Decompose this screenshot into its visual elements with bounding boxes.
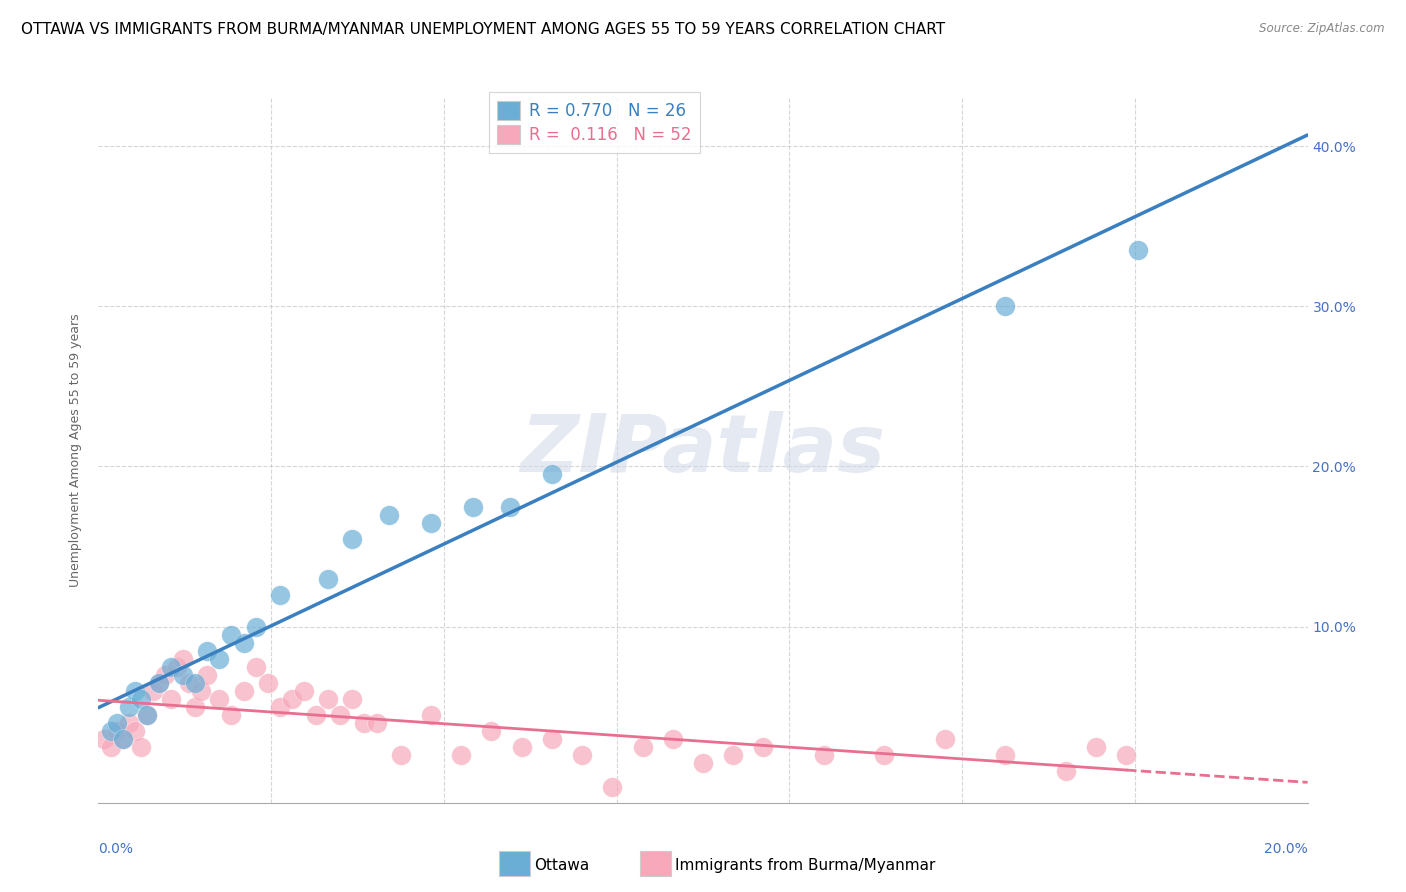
Point <box>994 747 1017 762</box>
Point <box>221 707 243 722</box>
Point <box>195 667 218 681</box>
Point <box>292 683 315 698</box>
Point <box>510 739 533 754</box>
Text: OTTAWA VS IMMIGRANTS FROM BURMA/MYANMAR UNEMPLOYMENT AMONG AGES 55 TO 59 YEARS C: OTTAWA VS IMMIGRANTS FROM BURMA/MYANMAR … <box>21 22 945 37</box>
Point <box>118 699 141 714</box>
Point <box>269 699 291 714</box>
Point <box>463 500 485 514</box>
Point <box>160 691 183 706</box>
Point <box>148 675 170 690</box>
Point <box>232 635 254 649</box>
Point <box>135 707 157 722</box>
Point <box>342 691 364 706</box>
Point <box>93 731 115 746</box>
Point <box>129 739 152 754</box>
Point <box>450 747 472 762</box>
Point <box>148 675 170 690</box>
Point <box>129 691 152 706</box>
Point <box>1054 764 1077 778</box>
Point <box>661 731 683 746</box>
Point <box>172 651 194 665</box>
Point <box>934 731 956 746</box>
Point <box>111 731 134 746</box>
Point <box>540 731 562 746</box>
Y-axis label: Unemployment Among Ages 55 to 59 years: Unemployment Among Ages 55 to 59 years <box>69 314 83 587</box>
Point <box>498 500 520 514</box>
Point <box>105 723 128 738</box>
Point <box>329 707 352 722</box>
Point <box>481 723 503 738</box>
Point <box>602 780 624 794</box>
Point <box>208 691 231 706</box>
Point <box>100 723 122 738</box>
Point <box>366 715 388 730</box>
Point <box>723 747 745 762</box>
Point <box>389 747 412 762</box>
Point <box>1085 739 1108 754</box>
Point <box>100 739 122 754</box>
Text: Source: ZipAtlas.com: Source: ZipAtlas.com <box>1260 22 1385 36</box>
Point <box>153 667 176 681</box>
Point <box>752 739 775 754</box>
Point <box>221 627 243 641</box>
Point <box>111 731 134 746</box>
Point <box>195 643 218 657</box>
Point <box>269 588 291 602</box>
Text: Immigrants from Burma/Myanmar: Immigrants from Burma/Myanmar <box>675 858 935 872</box>
Point <box>135 707 157 722</box>
Point <box>540 467 562 482</box>
Point <box>184 675 207 690</box>
Point <box>342 532 364 546</box>
Point <box>232 683 254 698</box>
Point <box>245 659 267 673</box>
Point <box>105 715 128 730</box>
Point <box>124 723 146 738</box>
Point <box>281 691 304 706</box>
Point <box>305 707 328 722</box>
Legend: R = 0.770   N = 26, R =  0.116   N = 52: R = 0.770 N = 26, R = 0.116 N = 52 <box>489 93 700 153</box>
Text: Ottawa: Ottawa <box>534 858 589 872</box>
Point <box>190 683 212 698</box>
Point <box>692 756 714 770</box>
Point <box>208 651 231 665</box>
Point <box>571 747 593 762</box>
Point <box>118 715 141 730</box>
Point <box>142 683 165 698</box>
Point <box>420 516 443 530</box>
Point <box>353 715 375 730</box>
Point <box>1115 747 1137 762</box>
Point <box>813 747 835 762</box>
Point <box>172 667 194 681</box>
Text: ZIPatlas: ZIPatlas <box>520 411 886 490</box>
Point <box>124 683 146 698</box>
Point <box>994 299 1017 313</box>
Point <box>316 691 339 706</box>
Text: 20.0%: 20.0% <box>1264 841 1308 855</box>
Point <box>873 747 896 762</box>
Point <box>166 659 188 673</box>
Point <box>420 707 443 722</box>
Point <box>245 619 267 633</box>
Point <box>160 659 183 673</box>
Point <box>316 572 339 586</box>
Point <box>631 739 654 754</box>
Point <box>1128 244 1150 258</box>
Point <box>184 699 207 714</box>
Point <box>179 675 201 690</box>
Point <box>256 675 278 690</box>
Point <box>377 508 399 522</box>
Text: 0.0%: 0.0% <box>98 841 134 855</box>
